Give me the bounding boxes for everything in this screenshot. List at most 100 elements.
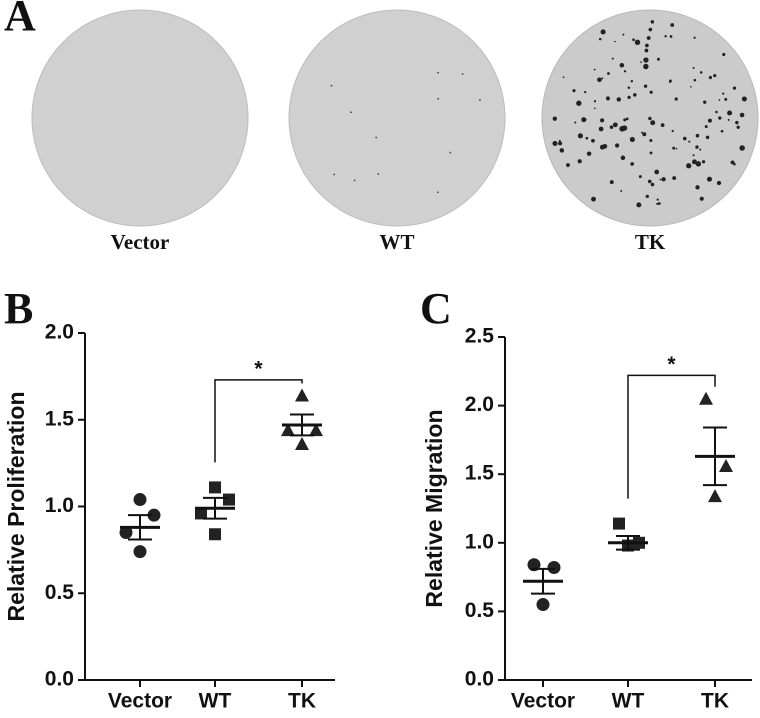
colony [695,185,700,190]
colony [437,71,440,74]
point [209,481,221,494]
colony [586,151,592,156]
colony [634,39,641,46]
colony [598,126,604,132]
colony [672,176,677,180]
x-tick-label: WT [612,690,645,713]
colony [601,77,604,80]
colony [611,57,614,60]
colony [629,136,635,143]
colony [591,196,596,202]
colony [612,122,618,128]
colony [661,177,666,182]
colony [682,136,687,141]
colony [333,173,336,176]
colony [706,176,712,182]
y-tick-label: 1.0 [45,494,74,517]
y-tick-label: 1.5 [465,462,495,485]
colony [620,190,623,192]
colony [718,116,722,120]
colony [479,99,481,101]
colony [591,138,595,143]
y-axis-label: Relative Proliferation [3,391,29,621]
colony [630,162,635,166]
colony [647,179,652,184]
colony [600,29,606,35]
well-label: Vector [111,230,170,254]
colony [642,132,647,137]
colony [660,123,665,127]
significance-bracket [214,379,303,463]
point [547,560,561,574]
colony [577,159,582,164]
colony [722,52,726,57]
colony [627,86,631,90]
colony [377,173,380,175]
colony [581,117,586,122]
y-tick-label: 2.5 [465,325,495,348]
point [295,388,309,402]
point [223,493,235,506]
colony [695,133,700,138]
colony [672,146,676,150]
colony [669,35,673,38]
significance-label: * [667,353,676,376]
y-tick-label: 0.5 [45,581,75,604]
colony [572,89,576,93]
point [195,507,207,520]
colony [650,120,656,126]
colony [656,57,660,61]
colony [674,97,678,101]
colony [599,144,605,150]
y-tick-label: 2.0 [45,321,74,344]
colony [552,140,558,146]
x-tick-label: TK [701,690,729,713]
colony [643,84,648,88]
colony [708,75,713,80]
colony [659,178,662,181]
colony [701,160,706,164]
colony [643,63,649,70]
colony [632,38,635,42]
colony [577,133,583,139]
colony [646,36,651,40]
colony [644,48,649,53]
well-label: WT [379,230,414,254]
colony [732,86,737,90]
point [699,391,713,405]
colony [704,125,708,129]
colony [693,36,696,39]
colony [722,92,725,95]
point [133,545,147,559]
colony [461,73,464,75]
colony [625,117,629,121]
colony [729,112,733,115]
colony [645,194,649,199]
well-label: TK [635,230,666,254]
colony [695,161,702,167]
colony [664,35,667,38]
x-tick-label: TK [288,690,316,713]
colony [649,139,653,143]
colony [627,95,631,99]
colony [449,151,452,154]
colony [648,116,652,121]
x-tick-label: Vector [511,690,575,713]
colony [716,180,722,186]
significance-label: * [254,357,263,380]
colony [437,97,440,100]
colony [619,62,625,68]
colony [638,175,642,179]
colony [640,61,642,63]
colony [713,73,717,78]
colony [671,129,674,133]
well [288,9,506,227]
colony [650,182,655,187]
colony [703,100,707,104]
colony [707,118,712,123]
colony [715,110,718,114]
point [209,528,221,541]
colony [600,118,605,123]
colony [597,77,602,83]
